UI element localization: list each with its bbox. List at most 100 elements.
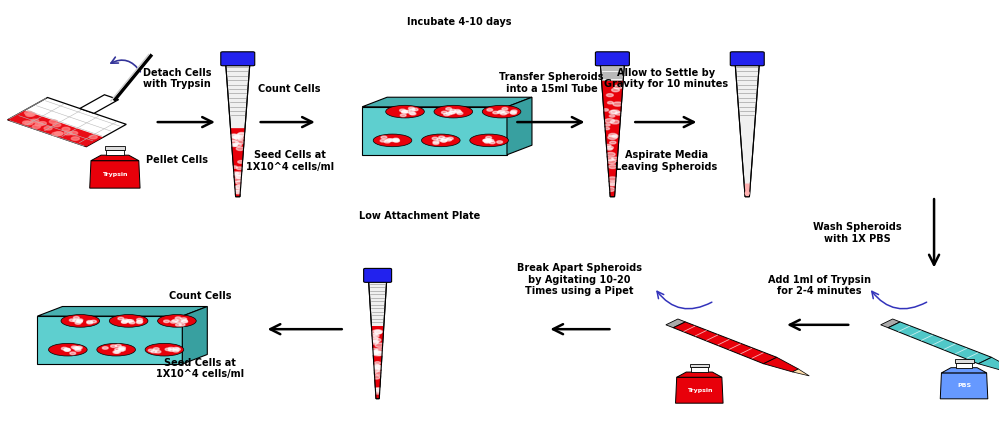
Circle shape: [231, 143, 237, 146]
Circle shape: [446, 139, 452, 141]
Circle shape: [604, 119, 614, 123]
Polygon shape: [881, 319, 900, 328]
Circle shape: [448, 137, 454, 140]
Circle shape: [118, 347, 124, 350]
Text: Break Apart Spheroids
by Agitating 10-20
Times using a Pipet: Break Apart Spheroids by Agitating 10-20…: [516, 263, 642, 296]
Circle shape: [373, 351, 378, 353]
Circle shape: [613, 85, 622, 89]
Ellipse shape: [97, 344, 136, 356]
Circle shape: [25, 111, 33, 115]
Circle shape: [372, 330, 382, 334]
Circle shape: [442, 139, 447, 142]
Circle shape: [606, 94, 613, 97]
Circle shape: [238, 160, 244, 163]
Circle shape: [502, 111, 508, 114]
Circle shape: [376, 371, 385, 375]
Text: Incubate 4-10 days: Incubate 4-10 days: [408, 17, 511, 27]
Circle shape: [446, 108, 452, 110]
Circle shape: [238, 137, 244, 140]
Circle shape: [605, 157, 613, 161]
Circle shape: [236, 185, 244, 189]
Circle shape: [441, 140, 447, 142]
Circle shape: [410, 109, 416, 111]
Circle shape: [70, 352, 76, 354]
Circle shape: [451, 109, 456, 112]
Circle shape: [483, 140, 489, 142]
Polygon shape: [744, 184, 750, 197]
Text: Pellet Cells: Pellet Cells: [146, 155, 208, 165]
Circle shape: [488, 140, 494, 142]
Circle shape: [484, 139, 489, 142]
Text: Low Attachment Plate: Low Attachment Plate: [359, 211, 481, 221]
Circle shape: [434, 141, 439, 143]
Circle shape: [493, 111, 499, 114]
Circle shape: [487, 109, 493, 111]
Circle shape: [31, 119, 39, 123]
Circle shape: [126, 320, 132, 322]
Ellipse shape: [386, 106, 425, 118]
Circle shape: [371, 351, 378, 354]
Ellipse shape: [109, 315, 148, 327]
Circle shape: [610, 183, 615, 185]
Circle shape: [234, 190, 241, 193]
Circle shape: [75, 349, 81, 351]
Circle shape: [113, 351, 119, 353]
Polygon shape: [362, 107, 506, 155]
Circle shape: [32, 125, 40, 129]
Bar: [106, 150, 124, 155]
Circle shape: [510, 112, 516, 114]
Polygon shape: [888, 322, 992, 364]
Circle shape: [53, 123, 61, 127]
Circle shape: [501, 108, 507, 110]
Polygon shape: [91, 155, 139, 161]
Circle shape: [38, 122, 46, 125]
Circle shape: [442, 137, 448, 140]
Circle shape: [606, 153, 615, 157]
Circle shape: [55, 132, 63, 135]
Bar: [105, 146, 125, 150]
Circle shape: [402, 110, 408, 113]
Circle shape: [413, 108, 418, 111]
Circle shape: [65, 349, 71, 351]
Circle shape: [371, 348, 378, 351]
Circle shape: [118, 317, 124, 320]
Circle shape: [73, 347, 79, 350]
Circle shape: [52, 133, 60, 136]
Circle shape: [71, 137, 79, 140]
Text: Count Cells: Count Cells: [169, 291, 231, 301]
Polygon shape: [763, 358, 798, 372]
Circle shape: [168, 347, 174, 350]
Circle shape: [122, 320, 127, 323]
Circle shape: [610, 120, 619, 124]
Circle shape: [181, 318, 187, 320]
Circle shape: [91, 320, 96, 323]
Circle shape: [234, 188, 240, 191]
Circle shape: [61, 347, 67, 350]
Circle shape: [434, 142, 439, 144]
Ellipse shape: [145, 344, 184, 356]
Text: Wash Spheroids
with 1X PBS: Wash Spheroids with 1X PBS: [813, 222, 901, 244]
Circle shape: [148, 349, 154, 352]
Circle shape: [373, 365, 381, 368]
Polygon shape: [601, 81, 623, 197]
Circle shape: [511, 110, 516, 112]
Circle shape: [375, 330, 383, 334]
Circle shape: [373, 366, 382, 370]
Circle shape: [394, 140, 400, 142]
Text: Count Cells: Count Cells: [259, 84, 321, 94]
Circle shape: [375, 343, 385, 347]
Circle shape: [371, 368, 380, 372]
Circle shape: [373, 352, 383, 356]
Ellipse shape: [158, 315, 196, 327]
Circle shape: [374, 388, 379, 391]
Circle shape: [236, 147, 244, 150]
Circle shape: [381, 136, 387, 139]
Text: Trypsin: Trypsin: [686, 388, 712, 393]
Circle shape: [490, 141, 496, 144]
Circle shape: [129, 321, 135, 324]
Text: Allow to Settle by
Gravity for 10 minutes: Allow to Settle by Gravity for 10 minute…: [604, 68, 728, 89]
Polygon shape: [792, 369, 809, 376]
Circle shape: [375, 349, 384, 353]
Polygon shape: [38, 307, 208, 316]
Circle shape: [235, 175, 241, 178]
